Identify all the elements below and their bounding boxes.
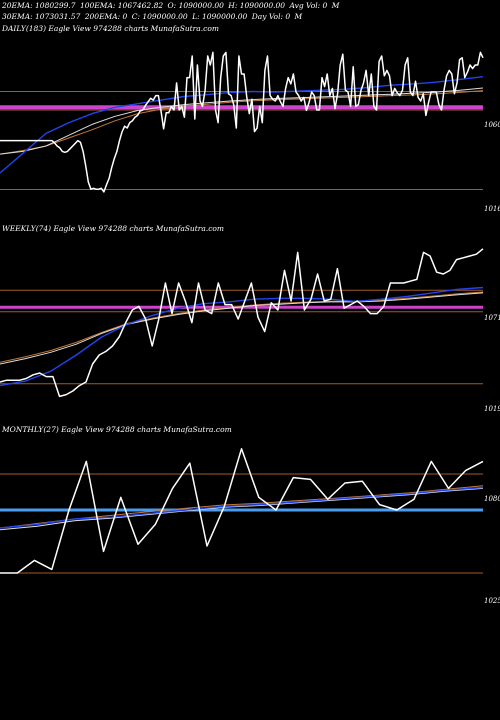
header-line-2: 30EMA: 1073031.57 200EMA: 0 C: 1090000.0… xyxy=(2,12,304,22)
header-high: H: 1090000.00 xyxy=(228,1,286,10)
monthly-tick-label-0: 1080 xyxy=(484,495,500,503)
daily-series-price xyxy=(0,51,484,193)
daily-series-ema-a xyxy=(0,87,484,155)
daily-tick-label-1: 1016 xyxy=(484,205,500,213)
header-m2: M xyxy=(294,12,303,21)
weekly-series-ema-fast xyxy=(0,286,484,387)
weekly-tick-label-1: 1019 xyxy=(484,405,500,413)
weekly-panel-title: WEEKLY(74) Eagle View 974288 charts Muna… xyxy=(2,224,225,233)
header-20ema: 20EMA: 1080299.7 xyxy=(2,1,76,10)
daily-panel-title: DAILY(183) Eagle View 974288 charts Muna… xyxy=(2,24,219,33)
header-day-vol: Day Vol: 0 xyxy=(251,12,291,21)
monthly-tick-label-1: 1025 xyxy=(484,597,500,605)
weekly-series-price xyxy=(0,248,484,398)
header-line-1: 20EMA: 1080299.7 100EMA: 1067462.82 O: 1… xyxy=(2,1,341,11)
monthly-series-ema-fast xyxy=(0,486,484,529)
header-avg-vol: Avg Vol: 0 xyxy=(289,1,328,10)
header-30ema: 30EMA: 1073031.57 xyxy=(2,12,81,21)
header-close: C: 1090000.00 xyxy=(131,12,188,21)
header-low: L: 1090000.00 xyxy=(192,12,248,21)
monthly-series-price xyxy=(0,448,484,574)
daily-tick-label-0: 1060 xyxy=(484,121,500,129)
header-100ema: 100EMA: 1067462.82 xyxy=(79,1,164,10)
monthly-series-ema-a xyxy=(0,487,484,531)
weekly-series-ema-a xyxy=(0,292,484,365)
header-open: O: 1090000.00 xyxy=(167,1,224,10)
header-200ema: 200EMA: 0 xyxy=(84,12,128,21)
monthly-panel-title: MONTHLY(27) Eagle View 974288 charts Mun… xyxy=(2,425,232,434)
weekly-series-ema-b xyxy=(0,291,484,363)
header-m1: M xyxy=(331,1,340,10)
daily-series-ema-b xyxy=(0,90,484,155)
